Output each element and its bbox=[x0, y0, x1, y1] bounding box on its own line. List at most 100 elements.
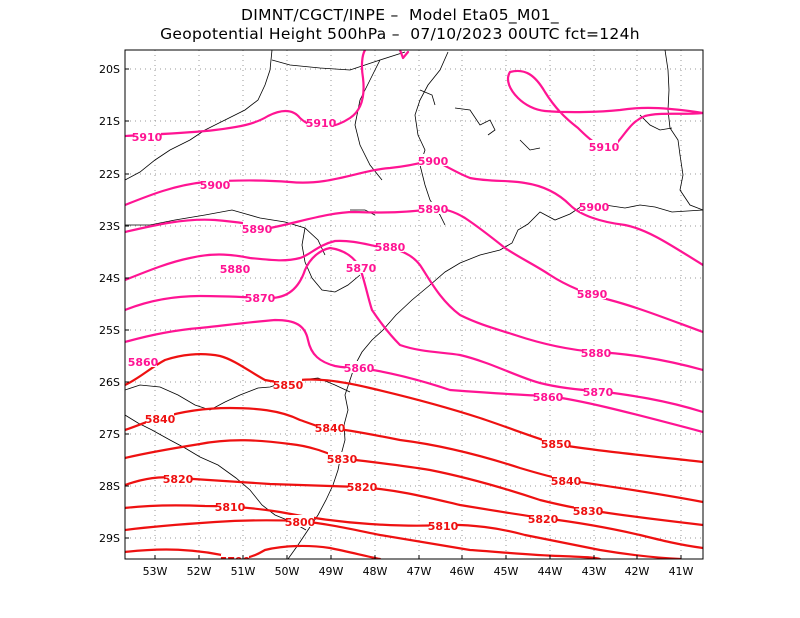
contour-line-5910 bbox=[398, 50, 410, 60]
latitude-axis: 20S 21S 22S 23S 24S 25S 26S 27S 28S 29S bbox=[99, 63, 129, 545]
contour-label-bg bbox=[286, 515, 314, 527]
map-subtitle: Geopotential Height 500hPa – 07/10/2023 … bbox=[160, 25, 640, 43]
lon-tick-label: 49W bbox=[319, 565, 344, 578]
lon-tick-label: 45W bbox=[494, 565, 519, 578]
lat-tick-label: 29S bbox=[99, 532, 120, 545]
contour-label-5900: 5900 bbox=[418, 155, 449, 168]
contour-label-bg bbox=[429, 519, 457, 531]
contour-label-bg bbox=[348, 480, 376, 492]
contour-label-5820: 5820 bbox=[163, 473, 194, 486]
contour-label-5910: 5910 bbox=[306, 117, 337, 130]
contour-label-5890: 5890 bbox=[418, 203, 449, 216]
contour-label-5890: 5890 bbox=[577, 288, 608, 301]
lat-tick-label: 26S bbox=[99, 376, 120, 389]
lon-tick-label: 48W bbox=[363, 565, 388, 578]
map-title: DIMNT/CGCT/INPE – Model Eta05_M01_ bbox=[240, 6, 559, 24]
contour-label-bg bbox=[542, 437, 570, 449]
contour-label-5810: 5810 bbox=[215, 501, 246, 514]
lat-tick-label: 22S bbox=[99, 168, 120, 181]
contour-label-5830: 5830 bbox=[573, 505, 604, 518]
contour-label-bg bbox=[582, 346, 610, 358]
contour-label-5870: 5870 bbox=[583, 386, 614, 399]
contour-label-5880: 5880 bbox=[375, 241, 406, 254]
contour-label-bg bbox=[419, 154, 447, 166]
contour-label-5810: 5810 bbox=[428, 520, 459, 533]
lat-tick-label: 20S bbox=[99, 63, 120, 76]
contour-label-5900: 5900 bbox=[579, 201, 610, 214]
contour-label-5840: 5840 bbox=[551, 475, 582, 488]
contour-line-5870 bbox=[125, 246, 703, 414]
lon-tick-label: 41W bbox=[669, 565, 694, 578]
contour-label-bg bbox=[580, 200, 608, 212]
lon-tick-label: 43W bbox=[582, 565, 607, 578]
contour-label-5870: 5870 bbox=[245, 292, 276, 305]
contour-line-5790 bbox=[125, 544, 382, 559]
lon-tick-label: 42W bbox=[625, 565, 650, 578]
contour-label-5850: 5850 bbox=[273, 379, 304, 392]
lon-tick-label: 47W bbox=[407, 565, 432, 578]
lon-tick-label: 51W bbox=[231, 565, 256, 578]
contour-label-5820: 5820 bbox=[528, 513, 559, 526]
contour-label-bg bbox=[578, 287, 606, 299]
contour-label-bg bbox=[243, 222, 271, 234]
contour-label-bg bbox=[216, 500, 244, 512]
contour-label-bg bbox=[552, 474, 580, 486]
lon-tick-label: 50W bbox=[275, 565, 300, 578]
contour-line-5910 bbox=[125, 50, 367, 138]
contour-label-5800: 5800 bbox=[285, 516, 316, 529]
contour-label-bg bbox=[419, 202, 447, 214]
contour-line-5890 bbox=[125, 207, 703, 334]
contour-line-5840 bbox=[125, 406, 703, 504]
map-frame bbox=[124, 49, 704, 560]
contour-line-5800 bbox=[125, 519, 602, 559]
contour-line-5820 bbox=[125, 476, 703, 550]
contour-label-5880: 5880 bbox=[581, 347, 612, 360]
contour-label-bg bbox=[164, 472, 192, 484]
lat-tick-label: 23S bbox=[99, 220, 120, 233]
contour-label-bg bbox=[146, 412, 174, 424]
lat-tick-label: 28S bbox=[99, 480, 120, 493]
contour-label-5850: 5850 bbox=[541, 438, 572, 451]
lat-tick-label: 25S bbox=[99, 324, 120, 337]
contour-label-5910: 5910 bbox=[132, 131, 163, 144]
contour-label-bg bbox=[129, 355, 157, 367]
contour-label-bg bbox=[328, 452, 356, 464]
lat-tick-label: 21S bbox=[99, 115, 120, 128]
contour-label-bg bbox=[529, 512, 557, 524]
contour-label-bg bbox=[274, 378, 302, 390]
contour-label-5860: 5860 bbox=[533, 391, 564, 404]
lon-tick-label: 53W bbox=[143, 565, 168, 578]
contour-label-bg bbox=[307, 116, 335, 128]
contour-label-5910: 5910 bbox=[589, 141, 620, 154]
contour-label-5860: 5860 bbox=[344, 362, 375, 375]
contour-label-bg bbox=[133, 130, 161, 142]
longitude-axis: 53W 52W 51W 50W 49W 48W 47W 46W 45W 44W 43W 42W 41W bbox=[143, 555, 694, 578]
contour-label-bg bbox=[221, 262, 249, 274]
lon-tick-label: 44W bbox=[538, 565, 563, 578]
contour-label-5830: 5830 bbox=[327, 453, 358, 466]
lon-tick-label: 52W bbox=[187, 565, 212, 578]
contour-line-5900 bbox=[125, 158, 703, 267]
contour-label-bg bbox=[584, 385, 612, 397]
lat-tick-label: 24S bbox=[99, 272, 120, 285]
contour-label-5840: 5840 bbox=[315, 422, 346, 435]
contour-label-5900: 5900 bbox=[200, 179, 231, 192]
contour-label-5820: 5820 bbox=[347, 481, 378, 494]
contour-line-5860 bbox=[125, 318, 703, 434]
contour-labels: 5910 5910 5910 5900 5900 5900 5890 5890 5890 5880… bbox=[128, 116, 620, 559]
contour-label-bg bbox=[221, 554, 249, 559]
contour-label-bg bbox=[590, 140, 618, 152]
contour-label-5840: 5840 bbox=[145, 413, 176, 426]
lat-tick-label: 27S bbox=[99, 428, 120, 441]
contour-label-5870: 5870 bbox=[346, 262, 377, 275]
contour-label-5890: 5890 bbox=[242, 223, 273, 236]
contour-label-bg bbox=[201, 178, 229, 190]
contour-label-5860: 5860 bbox=[128, 356, 159, 369]
contour-label-bg bbox=[347, 261, 375, 273]
contour-label-bg bbox=[345, 361, 373, 373]
contour-line-5810 bbox=[125, 504, 682, 559]
contour-label-bg bbox=[316, 421, 344, 433]
contour-line-5880 bbox=[125, 239, 703, 372]
lon-tick-label: 46W bbox=[450, 565, 475, 578]
